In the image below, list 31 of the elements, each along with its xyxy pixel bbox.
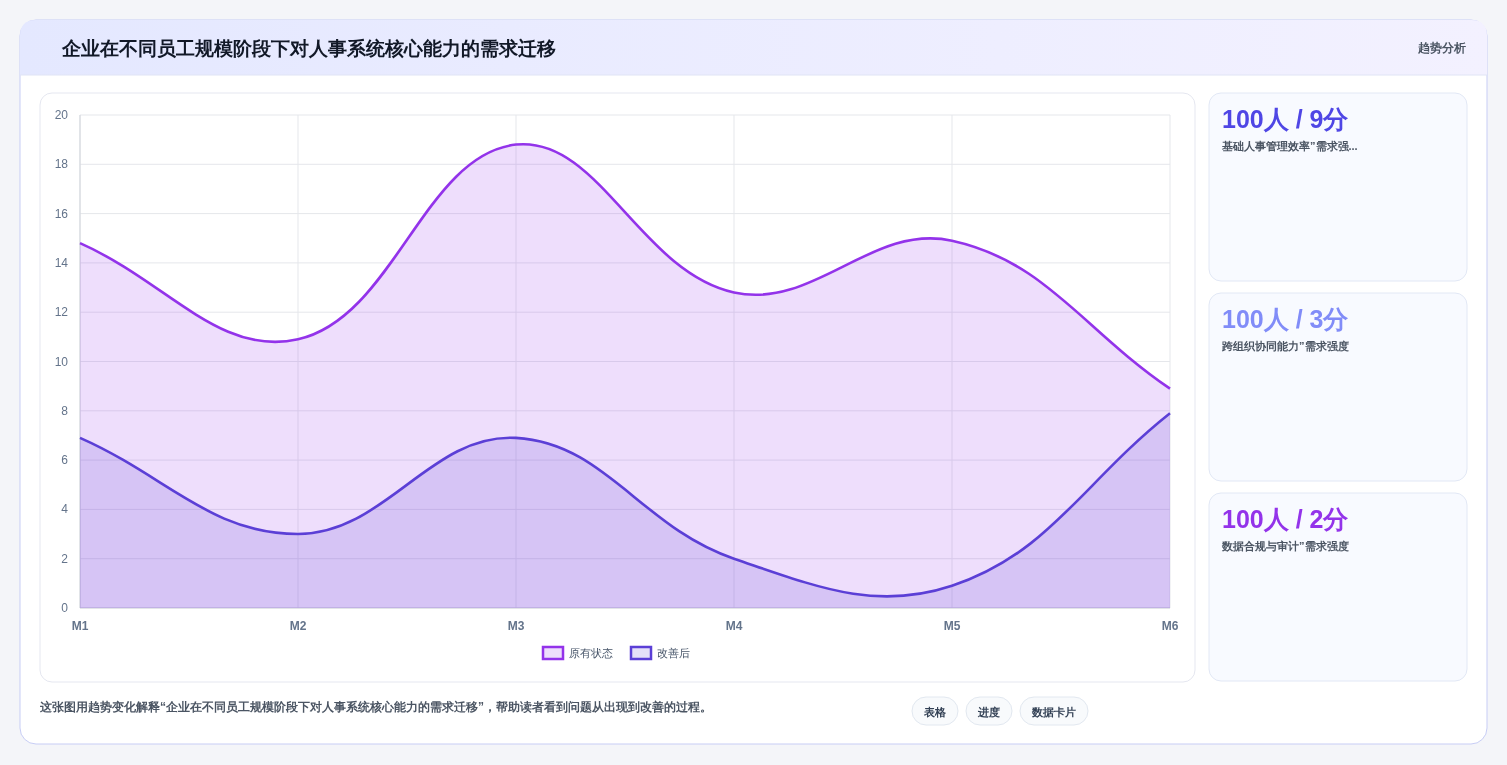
text: 这张图用趋势变化解释“企业在不同员工规模阶段下对人事系统核心能力的需求迁移”，帮助读者看到问题从出现到改善的过程。 (39, 700, 712, 714)
y-tick-label: 0 (61, 601, 69, 615)
text: 100人 / 3分 (1222, 305, 1350, 333)
x-tick-label: M5 (943, 619, 961, 633)
y-tick-label: 8 (61, 403, 69, 418)
y-tick-label: 12 (54, 305, 69, 320)
y-tick-label: 10 (54, 354, 69, 369)
text: 100人 / 2分 (1222, 505, 1350, 533)
legend-label: 改善后 (657, 647, 690, 659)
text: 进度 (977, 706, 1000, 718)
y-tick-label: 2 (61, 551, 69, 566)
text: 表格 (923, 706, 947, 718)
x-tick-label: M2 (289, 619, 307, 633)
text: 100人 / 9分 (1222, 105, 1350, 133)
y-tick-label: 4 (61, 502, 69, 517)
text: 数据卡片 (1031, 706, 1076, 718)
text: 基础人事管理效率”需求强... (1221, 140, 1358, 153)
y-tick-label: 6 (61, 453, 69, 468)
x-tick-label: M4 (725, 619, 743, 633)
y-tick-label: 20 (54, 108, 69, 122)
text: 跨组织协同能力”需求强度 (1221, 340, 1349, 352)
legend-label: 原有状态 (569, 647, 613, 659)
x-tick-label: M1 (71, 619, 89, 633)
y-tick-label: 16 (54, 206, 69, 221)
y-tick-label: 14 (54, 255, 69, 270)
text: 趋势分析 (1417, 41, 1466, 55)
x-tick-label: M3 (507, 619, 525, 633)
y-tick-label: 18 (54, 157, 69, 172)
x-tick-label: M6 (1161, 619, 1179, 633)
chart-title: 企业在不同员工规模阶段下对人事系统核心能力的需求迁移 (61, 38, 556, 59)
text: 数据合规与审计”需求强度 (1221, 540, 1349, 552)
